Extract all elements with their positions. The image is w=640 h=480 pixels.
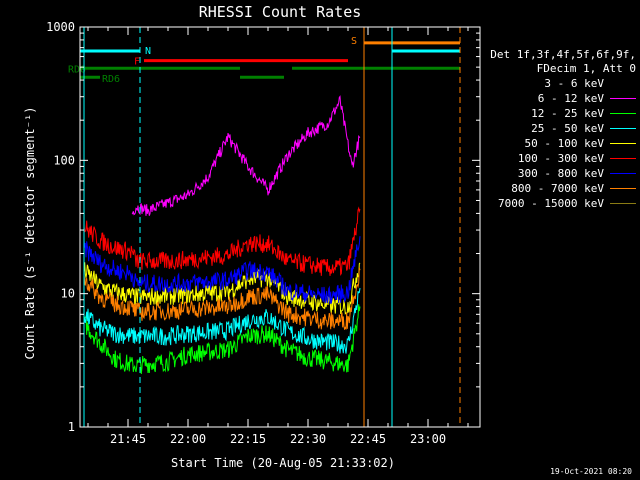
series-line — [83, 90, 361, 393]
legend-item-label: 25 - 50 keV — [531, 122, 604, 135]
legend-swatch — [610, 158, 636, 159]
legend-swatch — [610, 173, 636, 174]
legend-swatch — [610, 98, 636, 99]
chart-title: RHESSI Count Rates — [199, 3, 362, 21]
legend: Det 1f,3f,4f,5f,6f,9f, FDecim 1, Att 0 3… — [470, 48, 636, 211]
legend-swatch — [610, 113, 636, 114]
x-tick-label: 22:45 — [350, 432, 386, 446]
series-line — [83, 267, 361, 330]
x-tick-label: 22:30 — [290, 432, 326, 446]
state-label-rd6: RD6 — [102, 74, 120, 85]
state-label-f: F — [134, 57, 140, 68]
legend-item-label: 300 - 800 keV — [517, 167, 604, 180]
series-line — [83, 262, 361, 315]
legend-item-label: 7000 - 15000 keV — [498, 197, 604, 210]
legend-item-label: 800 - 7000 keV — [511, 182, 604, 195]
legend-item: 50 - 100 keV — [470, 136, 636, 151]
y-tick-label: 1 — [68, 420, 75, 434]
legend-swatch — [610, 83, 636, 84]
x-axis-label: Start Time (20-Aug-05 21:33:02) — [171, 456, 395, 470]
legend-swatch — [610, 188, 636, 189]
series-line — [83, 206, 361, 277]
legend-rows: 3 - 6 keV 6 - 12 keV 12 - 25 keV 25 - 50 ke… — [470, 76, 636, 211]
legend-item-label: 3 - 6 keV — [544, 77, 604, 90]
state-label-rd0: RD0 — [68, 64, 86, 75]
y-tick-label: 1000 — [46, 20, 75, 34]
legend-swatch — [610, 203, 636, 204]
series-line — [83, 288, 361, 354]
legend-header-line-1: Det 1f,3f,4f,5f,6f,9f, — [490, 48, 636, 61]
x-tick-label: 22:15 — [230, 432, 266, 446]
legend-header-line-2: FDecim 1, Att 0 — [536, 62, 636, 75]
legend-item: 25 - 50 keV — [470, 121, 636, 136]
legend-item: 6 - 12 keV — [470, 91, 636, 106]
legend-item: 7000 - 15000 keV — [470, 196, 636, 211]
legend-swatch — [610, 143, 636, 144]
series-line — [131, 95, 361, 216]
legend-item-label: 6 - 12 keV — [537, 92, 604, 105]
legend-item: 3 - 6 keV — [470, 76, 636, 91]
y-tick-label: 100 — [53, 153, 75, 167]
state-label-n: N — [145, 46, 151, 57]
series-line — [83, 304, 361, 375]
legend-item: 12 - 25 keV — [470, 106, 636, 121]
legend-item: 100 - 300 keV — [470, 151, 636, 166]
legend-swatch — [610, 128, 636, 129]
legend-item-label: 12 - 25 keV — [531, 107, 604, 120]
legend-item: 300 - 800 keV — [470, 166, 636, 181]
legend-item: 800 - 7000 keV — [470, 181, 636, 196]
plot-area: N S F RD0 RD6 — [68, 27, 461, 427]
y-axis-label: Count Rate (s⁻¹ detector segment⁻¹) — [23, 107, 37, 360]
render-timestamp: 19-Oct-2021 08:20 — [550, 467, 632, 476]
state-label-s: S — [351, 36, 357, 47]
y-tick-label: 10 — [61, 287, 75, 301]
legend-item-label: 50 - 100 keV — [524, 137, 604, 150]
x-tick-label: 23:00 — [410, 432, 446, 446]
plot-frame — [79, 26, 481, 428]
x-tick-label: 22:00 — [170, 432, 206, 446]
x-tick-label: 21:45 — [110, 432, 146, 446]
legend-item-label: 100 - 300 keV — [517, 152, 604, 165]
series-line — [83, 236, 361, 305]
